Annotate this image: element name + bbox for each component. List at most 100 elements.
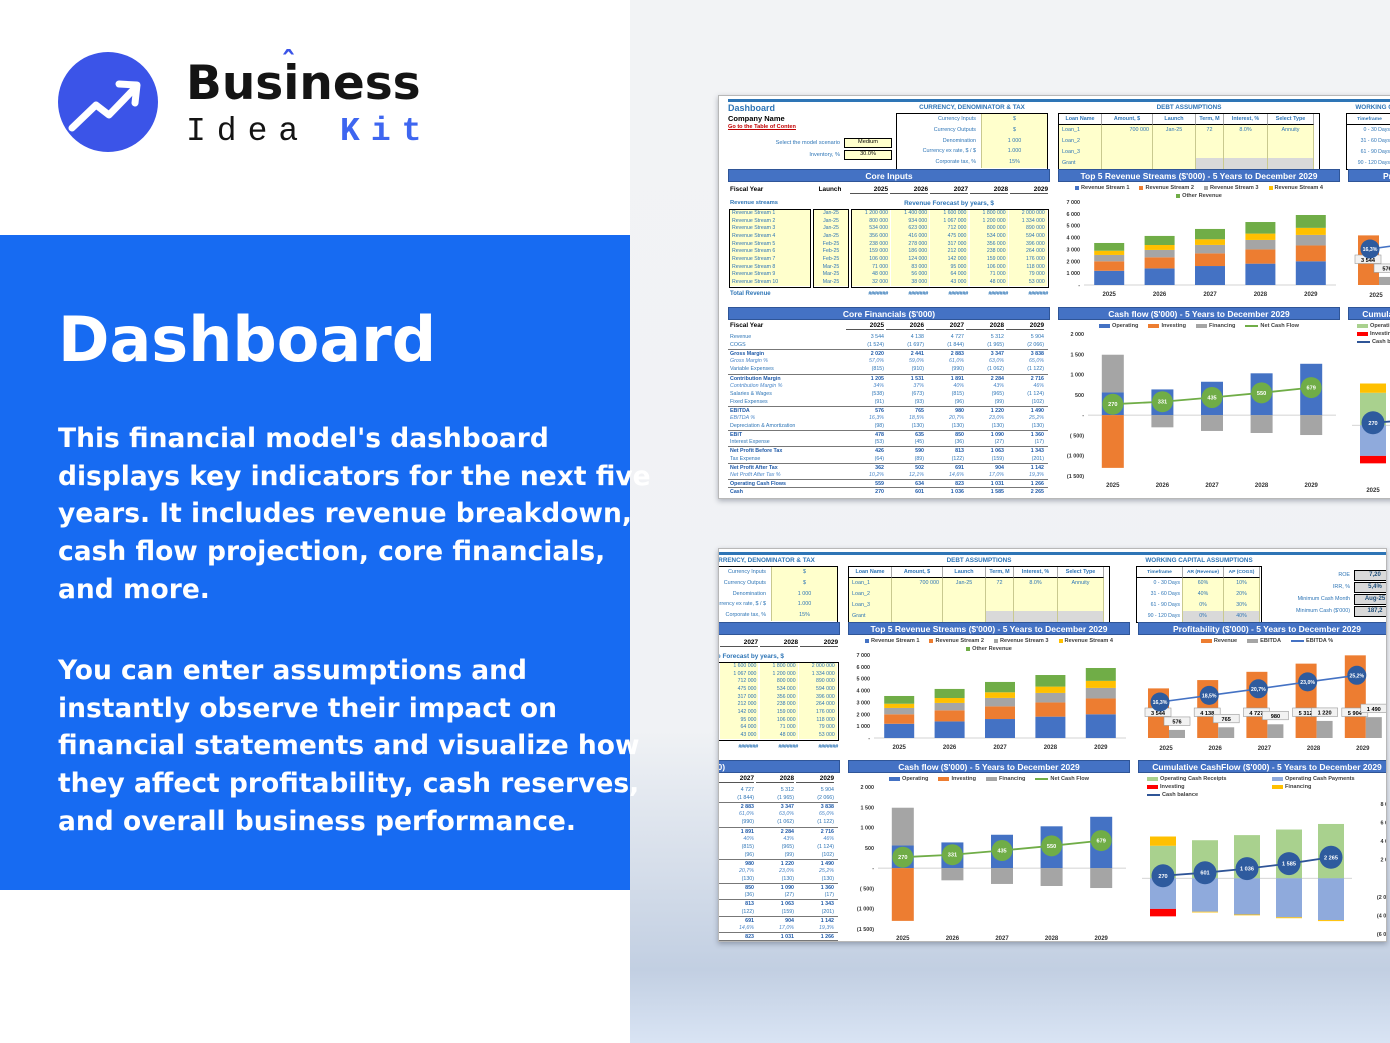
wc-cell[interactable]: 0% bbox=[1183, 611, 1224, 622]
stream-value[interactable]: 712 000 bbox=[930, 225, 969, 233]
debt-cell[interactable] bbox=[1224, 147, 1268, 158]
debt-cell[interactable] bbox=[1268, 158, 1314, 169]
stream-launch[interactable]: Feb-25 bbox=[814, 255, 848, 264]
debt-cell[interactable] bbox=[1058, 611, 1104, 622]
stream-value[interactable]: 712 000 bbox=[720, 678, 759, 686]
stream-value[interactable]: 800 000 bbox=[852, 217, 890, 226]
currency-row-value[interactable]: $ bbox=[981, 114, 1047, 125]
stream-launch[interactable]: Mar-25 bbox=[814, 278, 848, 287]
debt-cell[interactable] bbox=[1102, 147, 1153, 158]
stream-value[interactable]: 1 400 000 bbox=[719, 663, 720, 671]
stream-value[interactable]: 1 334 000 bbox=[798, 670, 837, 679]
stream-value[interactable]: 356 000 bbox=[969, 240, 1008, 249]
stream-value[interactable]: 83 000 bbox=[891, 263, 930, 272]
debt-cell[interactable] bbox=[892, 600, 943, 611]
debt-cell[interactable] bbox=[1153, 147, 1196, 158]
stream-launch[interactable]: Feb-25 bbox=[814, 240, 848, 249]
debt-cell[interactable] bbox=[1102, 136, 1153, 147]
debt-cell[interactable]: Loan_2 bbox=[849, 589, 892, 600]
debt-cell[interactable]: Grant bbox=[1059, 158, 1102, 169]
stream-value[interactable]: 317 000 bbox=[930, 240, 969, 249]
stream-value[interactable]: 106 000 bbox=[759, 716, 798, 725]
debt-cell[interactable]: Grant bbox=[849, 611, 892, 622]
stream-name[interactable]: Revenue Stream 2 bbox=[730, 217, 810, 226]
stream-value[interactable]: 2 000 000 bbox=[798, 663, 837, 671]
currency-row-value[interactable]: 1 000 bbox=[771, 588, 837, 600]
debt-cell[interactable]: 8.0% bbox=[1014, 578, 1058, 589]
debt-cell[interactable]: 72 bbox=[1196, 125, 1224, 136]
stream-value[interactable]: 238 000 bbox=[852, 240, 890, 249]
debt-cell[interactable]: 700 000 bbox=[892, 578, 943, 589]
inventory-input[interactable]: 30.0% bbox=[844, 150, 892, 160]
stream-value[interactable]: 1 067 000 bbox=[720, 670, 759, 679]
stream-launch[interactable]: Jan-25 bbox=[814, 225, 848, 233]
debt-cell[interactable] bbox=[1102, 158, 1153, 169]
debt-cell[interactable] bbox=[1014, 611, 1058, 622]
stream-value[interactable]: 53 000 bbox=[798, 731, 837, 740]
debt-cell[interactable]: Jan-25 bbox=[943, 578, 986, 589]
stream-value[interactable]: 95 000 bbox=[720, 716, 759, 725]
stream-value[interactable]: 79 000 bbox=[1008, 271, 1047, 279]
debt-cell[interactable] bbox=[1268, 136, 1314, 147]
debt-cell[interactable] bbox=[1196, 147, 1224, 158]
stream-value[interactable]: 159 000 bbox=[852, 248, 890, 256]
debt-cell[interactable]: 72 bbox=[986, 578, 1014, 589]
stream-name[interactable]: Revenue Stream 8 bbox=[730, 263, 810, 272]
wc-cell[interactable]: 10% bbox=[1224, 578, 1260, 589]
stream-value[interactable]: 212 000 bbox=[720, 701, 759, 709]
stream-value[interactable]: 890 000 bbox=[798, 678, 837, 686]
wc-cell[interactable]: 0% bbox=[1183, 600, 1224, 611]
stream-value[interactable]: 64 000 bbox=[720, 724, 759, 732]
stream-value[interactable]: 1 600 000 bbox=[930, 210, 969, 218]
stream-name[interactable]: Revenue Stream 4 bbox=[730, 232, 810, 241]
stream-value[interactable]: 118 000 bbox=[798, 716, 837, 725]
wc-cell[interactable]: 60% bbox=[1183, 578, 1224, 589]
stream-launch[interactable]: Mar-25 bbox=[814, 263, 848, 272]
stream-value[interactable]: 106 000 bbox=[852, 255, 890, 264]
stream-value[interactable]: 176 000 bbox=[798, 708, 837, 717]
debt-cell[interactable] bbox=[986, 589, 1014, 600]
stream-value[interactable]: 238 000 bbox=[759, 701, 798, 709]
wc-cell[interactable]: 40% bbox=[1183, 589, 1224, 600]
stream-value[interactable]: 71 000 bbox=[852, 263, 890, 272]
currency-row-value[interactable]: 15% bbox=[771, 610, 837, 621]
stream-value[interactable]: 278 000 bbox=[719, 693, 720, 702]
stream-value[interactable]: 264 000 bbox=[798, 701, 837, 709]
stream-value[interactable]: 1 334 000 bbox=[1008, 217, 1047, 226]
stream-value[interactable]: 934 000 bbox=[719, 670, 720, 679]
currency-row-value[interactable]: $ bbox=[771, 577, 837, 589]
stream-value[interactable]: 38 000 bbox=[719, 731, 720, 740]
stream-value[interactable]: 800 000 bbox=[969, 225, 1008, 233]
stream-launch[interactable]: Feb-25 bbox=[814, 248, 848, 256]
stream-value[interactable]: 534 000 bbox=[969, 232, 1008, 241]
debt-cell[interactable] bbox=[1058, 589, 1104, 600]
stream-name[interactable]: Revenue Stream 5 bbox=[730, 240, 810, 249]
stream-value[interactable]: 1 200 000 bbox=[759, 670, 798, 679]
debt-cell[interactable]: Loan_2 bbox=[1059, 136, 1102, 147]
wc-cell[interactable]: 40% bbox=[1224, 611, 1260, 622]
stream-value[interactable]: 1 600 000 bbox=[720, 663, 759, 671]
stream-value[interactable]: 1 800 000 bbox=[759, 663, 798, 671]
debt-cell[interactable] bbox=[943, 600, 986, 611]
stream-value[interactable]: 32 000 bbox=[852, 278, 890, 287]
currency-row-value[interactable]: 1.000 bbox=[981, 146, 1047, 158]
stream-value[interactable]: 124 000 bbox=[891, 255, 930, 264]
stream-value[interactable]: 159 000 bbox=[969, 255, 1008, 264]
stream-value[interactable]: 416 000 bbox=[891, 232, 930, 241]
stream-value[interactable]: 212 000 bbox=[930, 248, 969, 256]
stream-value[interactable]: 800 000 bbox=[759, 678, 798, 686]
stream-name[interactable]: Revenue Stream 9 bbox=[730, 271, 810, 279]
stream-value[interactable]: 594 000 bbox=[1008, 232, 1047, 241]
stream-value[interactable]: 2 000 000 bbox=[1008, 210, 1047, 218]
stream-launch[interactable]: Jan-25 bbox=[814, 217, 848, 226]
stream-name[interactable]: Revenue Stream 1 bbox=[730, 210, 810, 218]
stream-value[interactable]: 356 000 bbox=[759, 693, 798, 702]
debt-cell[interactable] bbox=[1196, 158, 1224, 169]
stream-value[interactable]: 95 000 bbox=[930, 263, 969, 272]
stream-value[interactable]: 48 000 bbox=[969, 278, 1008, 287]
stream-value[interactable]: 43 000 bbox=[930, 278, 969, 287]
stream-value[interactable]: 56 000 bbox=[719, 724, 720, 732]
stream-name[interactable]: Revenue Stream 10 bbox=[730, 278, 810, 287]
stream-value[interactable]: 48 000 bbox=[852, 271, 890, 279]
stream-value[interactable]: 83 000 bbox=[719, 716, 720, 725]
